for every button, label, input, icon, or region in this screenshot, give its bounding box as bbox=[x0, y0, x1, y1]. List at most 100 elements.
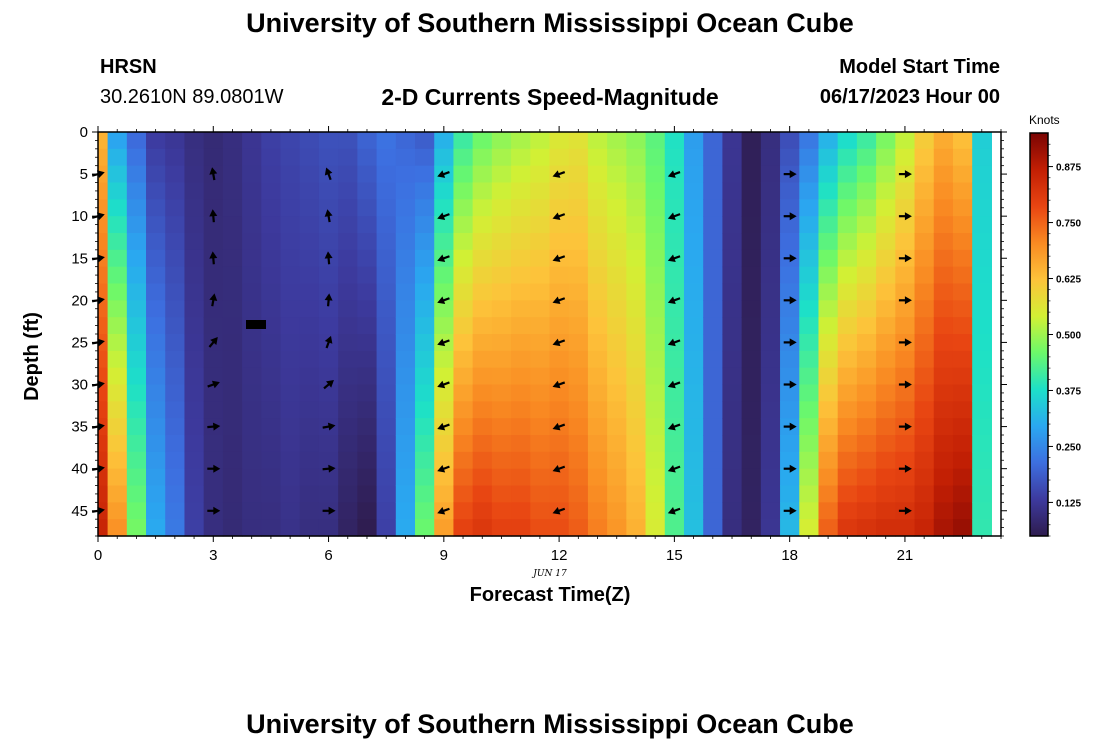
heatmap-cell bbox=[299, 451, 320, 470]
heatmap-cell bbox=[376, 233, 397, 251]
heatmap-cell bbox=[299, 148, 320, 167]
heatmap-cell bbox=[818, 148, 839, 167]
heatmap-cell bbox=[511, 199, 531, 217]
heatmap-cell bbox=[126, 451, 147, 470]
heatmap-cell bbox=[856, 485, 877, 503]
heatmap-cell bbox=[98, 401, 109, 419]
heatmap-cell bbox=[107, 435, 128, 453]
heatmap-cell bbox=[511, 334, 531, 352]
heatmap-cell bbox=[549, 300, 570, 318]
heatmap-cell bbox=[914, 384, 935, 402]
heatmap-cell bbox=[837, 519, 858, 537]
heatmap-cell bbox=[222, 401, 243, 419]
heatmap-cell bbox=[472, 418, 493, 436]
heatmap-cell bbox=[453, 485, 474, 503]
heatmap-cell bbox=[914, 283, 935, 301]
heatmap-cell bbox=[511, 401, 531, 419]
heatmap-cell bbox=[587, 451, 608, 470]
heatmap-cell bbox=[933, 317, 954, 335]
heatmap-cell bbox=[607, 519, 627, 537]
heatmap-cell bbox=[203, 384, 224, 402]
heatmap-cell bbox=[895, 468, 916, 487]
current-vector bbox=[324, 293, 333, 307]
heatmap-cell bbox=[126, 233, 147, 251]
heatmap-cell bbox=[434, 468, 455, 487]
heatmap-cell bbox=[741, 451, 762, 470]
heatmap-cell bbox=[98, 334, 109, 352]
heatmap-cell bbox=[107, 132, 128, 150]
y-tick-label: 0 bbox=[80, 124, 88, 141]
heatmap-cell bbox=[741, 165, 762, 184]
heatmap-cell bbox=[895, 317, 916, 335]
heatmap-cell bbox=[952, 165, 973, 184]
heatmap-cell bbox=[98, 148, 109, 167]
heatmap-cell bbox=[299, 233, 320, 251]
current-vector bbox=[437, 464, 450, 473]
heatmap-cell bbox=[434, 384, 455, 402]
heatmap-cell bbox=[338, 165, 358, 184]
heatmap-cell bbox=[703, 165, 724, 184]
current-vector bbox=[898, 380, 912, 389]
heatmap-cell bbox=[799, 266, 820, 285]
heatmap-cell bbox=[242, 401, 262, 419]
page-title: University of Southern Mississippi Ocean… bbox=[246, 8, 854, 38]
heatmap-cell bbox=[818, 132, 839, 150]
heatmap-cell bbox=[146, 233, 166, 251]
heatmap-cell bbox=[395, 266, 416, 285]
heatmap-cell bbox=[318, 468, 339, 487]
heatmap-cell bbox=[107, 485, 128, 503]
heatmap-cell bbox=[760, 384, 781, 402]
heatmap-cell bbox=[184, 165, 205, 184]
heatmap-cell bbox=[203, 266, 224, 285]
heatmap-cell bbox=[876, 519, 896, 537]
heatmap-cell bbox=[338, 519, 358, 537]
heatmap-cell bbox=[530, 468, 551, 487]
heatmap-cell bbox=[472, 502, 493, 520]
heatmap-cell bbox=[683, 334, 704, 352]
heatmap-cell bbox=[107, 334, 128, 352]
heatmap-cell bbox=[242, 300, 262, 318]
heatmap-cell bbox=[318, 350, 339, 369]
current-vector bbox=[207, 506, 221, 515]
heatmap-cell bbox=[818, 233, 839, 251]
heatmap-cell bbox=[338, 435, 358, 453]
heatmap-cell bbox=[895, 401, 916, 419]
heatmap-cell bbox=[952, 350, 973, 369]
heatmap-cell bbox=[914, 182, 935, 200]
heatmap-cell bbox=[453, 451, 474, 470]
heatmap-cell bbox=[261, 401, 282, 419]
heatmap-cell bbox=[472, 233, 493, 251]
heatmap-cell bbox=[837, 233, 858, 251]
heatmap-cell bbox=[338, 216, 358, 234]
heatmap-cell bbox=[722, 451, 743, 470]
heatmap-cell bbox=[126, 249, 147, 268]
current-vector bbox=[667, 170, 681, 178]
heatmap-cell bbox=[568, 367, 589, 386]
heatmap-cell bbox=[472, 300, 493, 318]
heatmap-cell bbox=[146, 401, 166, 419]
heatmap-cell bbox=[626, 283, 647, 301]
heatmap-cell bbox=[491, 468, 512, 487]
heatmap-cell bbox=[261, 334, 282, 352]
heatmap-cell bbox=[338, 451, 358, 470]
heatmap-cell bbox=[395, 485, 416, 503]
heatmap-cell bbox=[664, 148, 685, 167]
heatmap-cell bbox=[664, 485, 685, 503]
heatmap-cell bbox=[933, 485, 954, 503]
heatmap-cell bbox=[568, 216, 589, 234]
heatmap-cell bbox=[780, 233, 800, 251]
heatmap-cell bbox=[222, 519, 243, 537]
heatmap-cell bbox=[645, 182, 666, 200]
heatmap-cell bbox=[587, 468, 608, 487]
heatmap-cell bbox=[722, 350, 743, 369]
heatmap-cell bbox=[780, 317, 800, 335]
heatmap-cell bbox=[98, 300, 109, 318]
heatmap-cell bbox=[741, 384, 762, 402]
heatmap-cell bbox=[472, 384, 493, 402]
heatmap-cell bbox=[242, 435, 262, 453]
x-tick-label: 9 bbox=[440, 547, 448, 564]
heatmap-cell bbox=[760, 182, 781, 200]
heatmap-cell bbox=[876, 384, 896, 402]
heatmap-cell bbox=[98, 435, 109, 453]
heatmap-cell bbox=[914, 485, 935, 503]
